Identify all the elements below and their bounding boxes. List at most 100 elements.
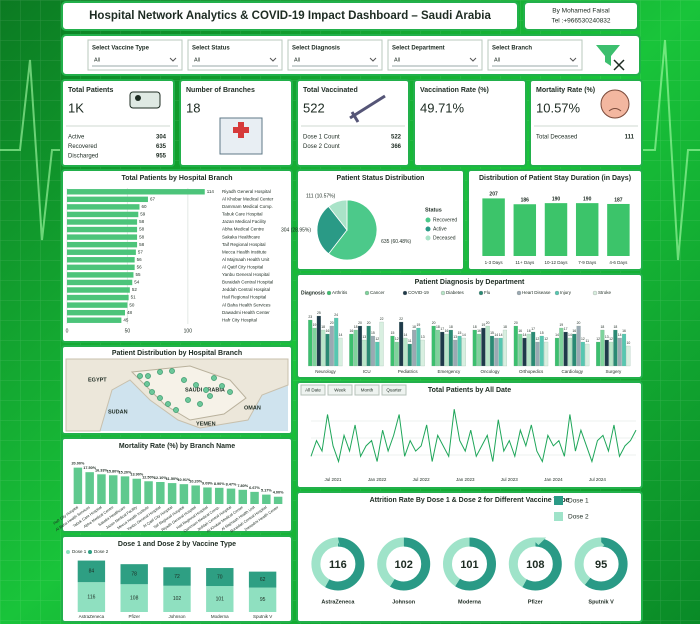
x-tick-label: Surgery xyxy=(606,369,623,374)
panel xyxy=(296,491,643,623)
value-label: 12 xyxy=(581,337,585,341)
icon-syringe xyxy=(349,94,386,123)
date-button[interactable] xyxy=(381,384,407,396)
kpi-card xyxy=(413,79,527,167)
ecg-line xyxy=(642,39,700,261)
date-button[interactable] xyxy=(354,384,380,396)
value-label: 18 xyxy=(503,325,507,329)
kpi-detail-label: Dose 2 Count xyxy=(303,144,340,150)
value-label: 13 xyxy=(605,335,609,339)
legend-swatch xyxy=(425,217,431,223)
segment-label: 78 xyxy=(131,572,137,578)
value-label: 12 xyxy=(536,337,540,341)
dropdown-arrow xyxy=(169,57,177,62)
value-label: 8.90% xyxy=(214,482,225,486)
donut-segment xyxy=(574,537,628,591)
filter-dropdown[interactable] xyxy=(487,39,583,71)
bar xyxy=(559,327,564,367)
value-label: 58 xyxy=(139,219,145,224)
value-label: 16 xyxy=(477,329,481,333)
branch-marker xyxy=(181,377,187,383)
map-label: EGYPT xyxy=(88,377,107,383)
filter-dropdown[interactable] xyxy=(387,39,483,71)
filter-dropdown[interactable] xyxy=(87,39,183,71)
legend-label: Cancer xyxy=(370,290,385,295)
x-tick-label: Jan 2023 xyxy=(456,477,475,482)
value-label: 190 xyxy=(583,196,592,202)
legend-label: Injury xyxy=(560,290,572,295)
segment-label: 72 xyxy=(174,574,180,580)
donut-label: Pfizer xyxy=(528,599,544,605)
category-label: Buraidah Central Hospital xyxy=(222,280,273,285)
x-tick-label: 11+ Days xyxy=(515,260,535,265)
chart-title: Total Patients by Hospital Branch xyxy=(121,175,232,182)
bar xyxy=(420,339,425,367)
branch-marker xyxy=(227,389,233,395)
bar-segment xyxy=(248,587,277,612)
category-label: Abha Medical Centre xyxy=(222,227,265,232)
bar xyxy=(370,335,375,367)
filter-dropdown[interactable] xyxy=(187,39,283,71)
value-label: 12 xyxy=(395,337,399,341)
bar xyxy=(576,325,581,367)
legend-label: Flu xyxy=(484,290,491,295)
bar xyxy=(461,337,466,367)
bar xyxy=(73,467,83,504)
kpi-value: 1K xyxy=(68,100,84,115)
legend-swatch xyxy=(554,512,563,521)
dropdown-arrow xyxy=(569,57,577,62)
header-box xyxy=(61,1,519,31)
bar xyxy=(325,333,330,367)
dropdown-arrow xyxy=(269,57,277,62)
chart-title: Distribution of Patient Stay Duration (i… xyxy=(479,175,631,182)
x-tick-label: 50 xyxy=(125,328,131,334)
value-label: 18 xyxy=(354,325,358,329)
date-button[interactable] xyxy=(327,384,353,396)
bar xyxy=(563,331,568,367)
bar xyxy=(321,329,326,367)
value-label: 10 xyxy=(626,341,630,345)
icon-face-mouth xyxy=(608,108,622,112)
value-label: 16.33% xyxy=(95,468,109,472)
donut-center-value: 116 xyxy=(329,559,347,571)
legend-title: Diagnosis xyxy=(301,290,325,296)
value-label: 20 xyxy=(367,321,371,325)
bar xyxy=(67,317,122,323)
filter-dropdown[interactable] xyxy=(287,39,383,71)
branch-marker xyxy=(157,395,163,401)
bar xyxy=(67,241,138,248)
bar xyxy=(67,257,135,263)
value-label: 18 xyxy=(449,325,453,329)
value-label: 16 xyxy=(572,329,576,333)
x-tick-label: 7-9 Days xyxy=(578,260,597,265)
branch-marker xyxy=(145,373,151,379)
legend-label: COVID-19 xyxy=(408,290,429,295)
bar xyxy=(596,341,601,367)
value-label: 15 xyxy=(458,331,462,335)
bar xyxy=(108,475,118,504)
value-label: 20.00% xyxy=(71,462,85,466)
x-tick-label: Pfizer xyxy=(128,614,140,619)
bar xyxy=(518,333,523,367)
category-label: Jeddah Central Hospital xyxy=(222,287,270,292)
bar xyxy=(412,329,417,367)
bar xyxy=(250,491,259,504)
segment-label: 116 xyxy=(87,594,95,600)
donut-center-value: 102 xyxy=(395,559,413,571)
kpi-title: Number of Branches xyxy=(186,87,255,94)
value-label: 14 xyxy=(568,333,572,337)
bar xyxy=(604,339,609,367)
branch-marker xyxy=(165,401,171,407)
category-label: Mecca Health Institute xyxy=(222,249,267,254)
bar xyxy=(329,325,334,367)
legend-swatch xyxy=(364,290,370,296)
category-label: Taif Regional Hospital xyxy=(222,242,266,247)
icon-cross xyxy=(233,122,249,138)
legend-label: Dose 1 xyxy=(72,549,87,554)
date-button[interactable] xyxy=(300,384,326,396)
legend-label: Deceased xyxy=(433,235,456,241)
category-label: Yanbu General Hospital xyxy=(222,272,269,277)
chart-title: Patient Status Distribution xyxy=(337,175,425,182)
